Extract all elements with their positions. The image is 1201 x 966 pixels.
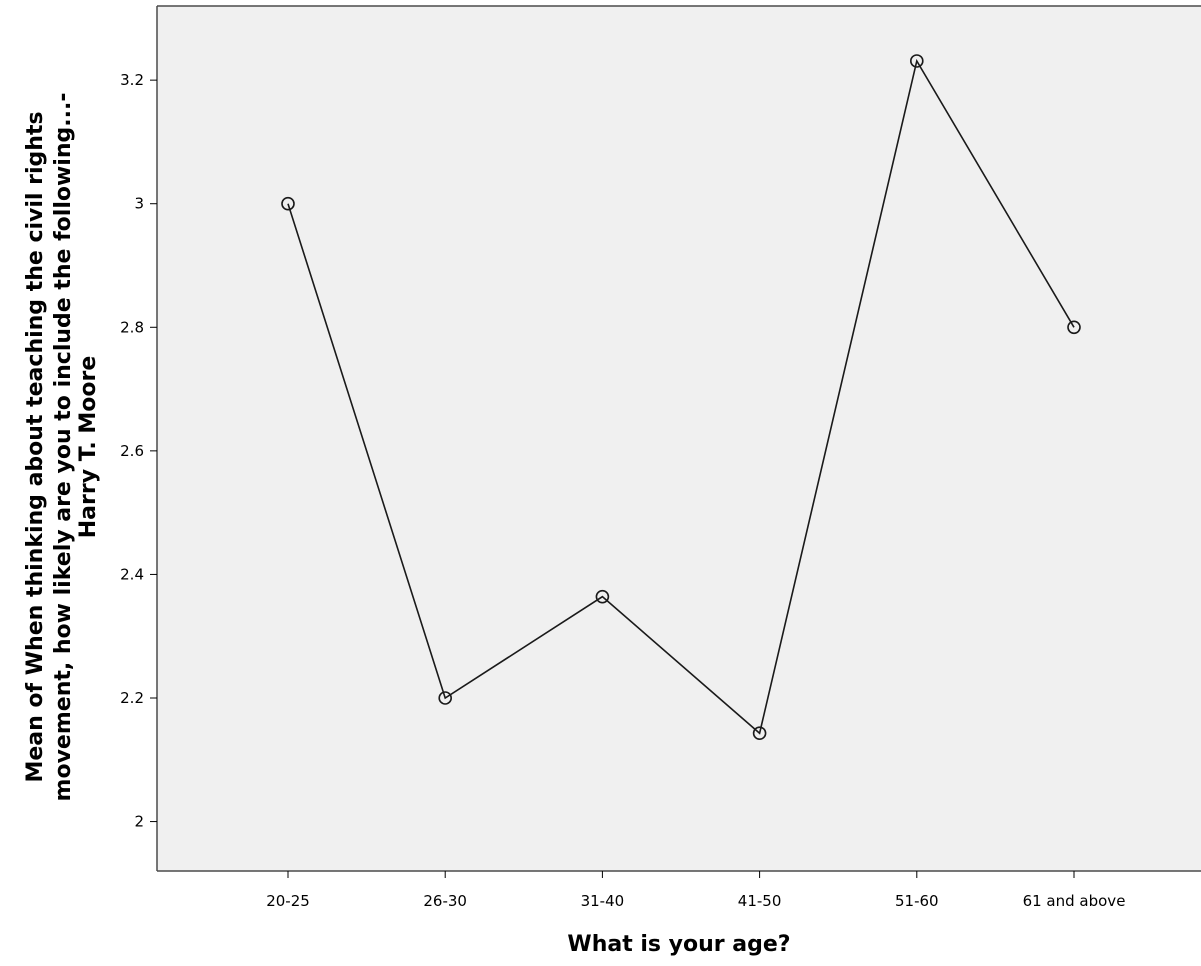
series-mean [281,54,1081,741]
data-point [595,589,610,604]
x-tick-label: 20-25 [266,892,310,910]
data-point [1067,320,1081,335]
series-line [287,58,1075,735]
y-tick-label: 3.2 [120,71,144,89]
y-tick-label: 2.4 [120,565,144,583]
x-axis-title: What is your age? [567,932,790,957]
y-tick-label: 2.8 [120,318,144,336]
y-axis: 2 2.2 2.4 2.6 2.8 3 3.2 [120,71,157,831]
x-axis: 20-25 26-30 31-40 41-50 51-60 61 and above [266,871,1125,910]
x-tick-label: 31-40 [581,892,625,910]
x-tick-label: 61 and above [1023,892,1126,910]
x-tick-label: 51-60 [895,892,939,910]
x-tick-label: 41-50 [738,892,782,910]
y-tick-label: 2.6 [120,442,144,460]
plot-area [157,6,1201,871]
plot-frame [156,5,1201,872]
data-point [752,726,767,741]
y-axis-title-line-3: Harry T. Moore [76,356,101,539]
data-point [909,54,924,68]
y-axis-title-line-2: movement, how likely are you to include … [51,93,76,802]
data-point [438,691,453,705]
y-tick-label: 2.2 [120,689,144,707]
y-axis-title: Mean of When thinking about teaching the… [23,93,101,802]
data-point [281,196,295,211]
y-tick-label: 2 [134,813,144,831]
y-axis-title-line-1: Mean of When thinking about teaching the… [23,111,48,782]
x-tick-label: 26-30 [423,892,467,910]
y-tick-label: 3 [134,195,144,213]
